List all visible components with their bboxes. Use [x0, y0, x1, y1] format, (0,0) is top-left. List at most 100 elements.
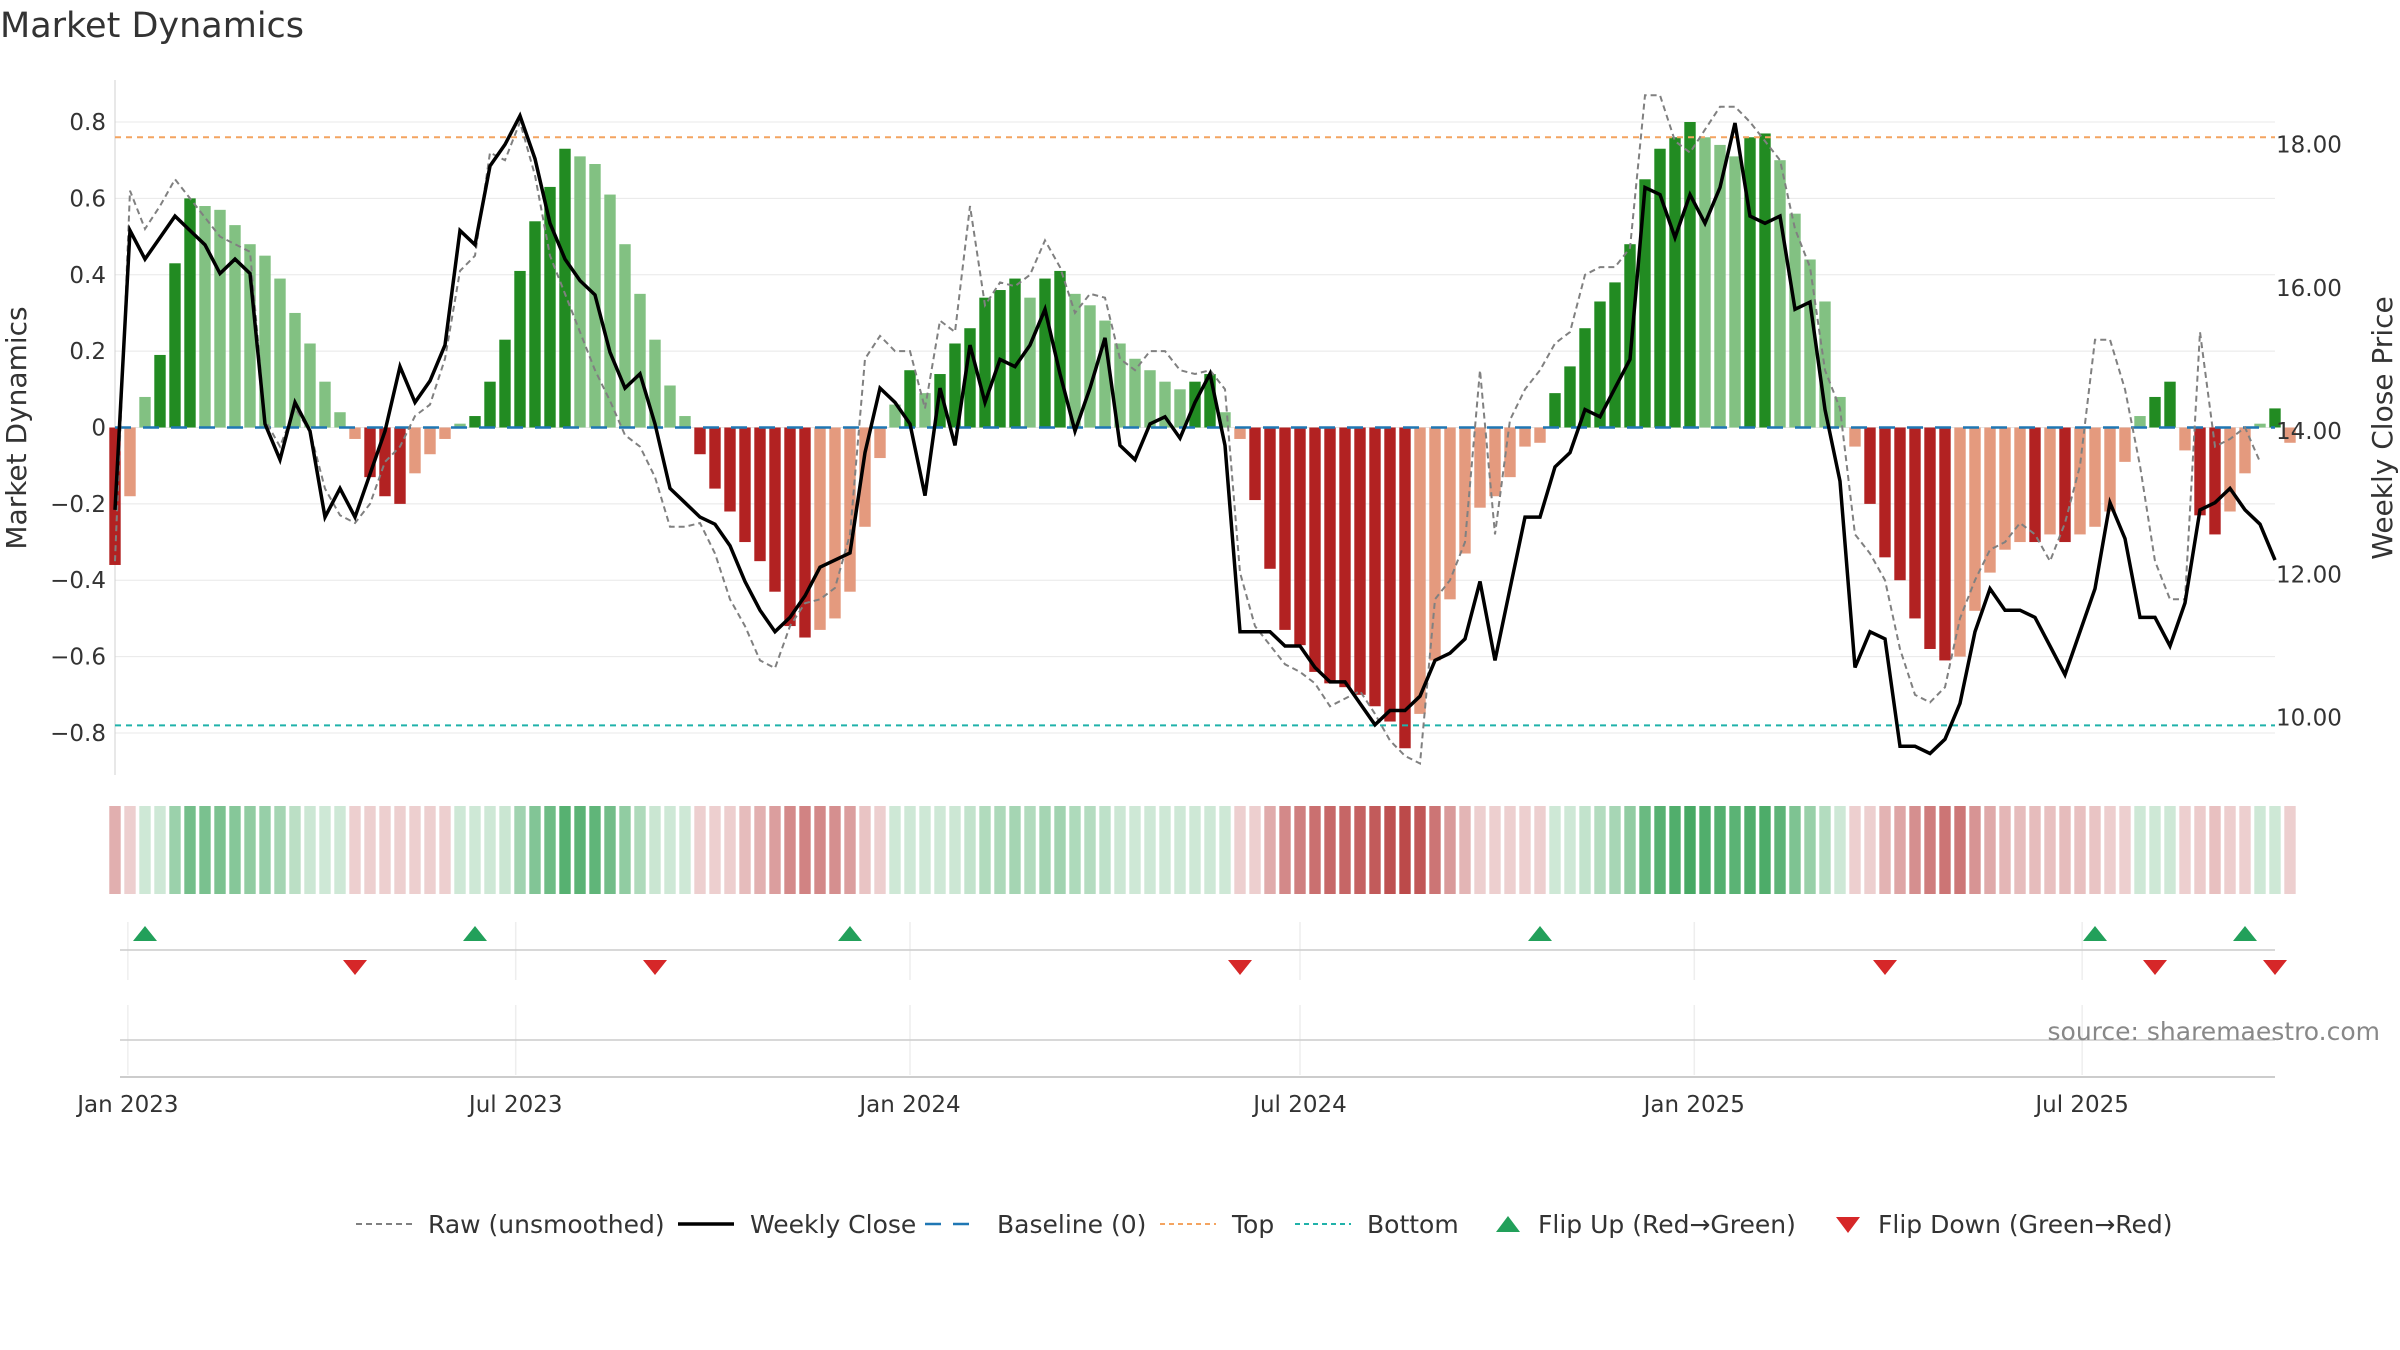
strip-cell [1864, 806, 1876, 894]
md-bar [559, 148, 571, 428]
strip-cell [1954, 806, 1966, 894]
md-bar [1699, 137, 1711, 428]
right-tick-label: 16.00 [2276, 276, 2342, 302]
md-bar [1639, 179, 1651, 428]
strip-cell [1039, 806, 1051, 894]
strip-cell [1639, 806, 1651, 894]
md-bar [1864, 427, 1876, 504]
md-bar [334, 412, 346, 428]
md-bar [499, 339, 511, 428]
md-bar [229, 225, 241, 428]
strip-cell [1189, 806, 1201, 894]
md-bar [1219, 412, 1231, 428]
md-bar [1999, 427, 2011, 550]
strip-cell [424, 806, 436, 894]
strip-cell [964, 806, 976, 894]
strip-cell [409, 806, 421, 894]
strip-cell [694, 806, 706, 894]
strip-cell [1684, 806, 1696, 894]
md-bar [1159, 381, 1171, 428]
md-bar [1759, 133, 1771, 428]
md-bar [484, 381, 496, 428]
strip-cell [1879, 806, 1891, 894]
md-bar [439, 427, 451, 439]
strip-cell [1819, 806, 1831, 894]
md-bar [1519, 427, 1531, 447]
md-bar [754, 427, 766, 562]
md-bar [1324, 427, 1336, 684]
strip-cell [439, 806, 451, 894]
md-bar [349, 427, 361, 439]
strip-cell [1924, 806, 1936, 894]
strip-cell [2074, 806, 2086, 894]
md-bar [649, 339, 661, 428]
source-text: source: sharemaestro.com [2048, 1017, 2381, 1046]
md-bar [1594, 301, 1606, 428]
strip-cell [1159, 806, 1171, 894]
md-bar [1609, 282, 1621, 428]
strip-cell [1609, 806, 1621, 894]
strip-cell [589, 806, 601, 894]
strip-cell [2209, 806, 2221, 894]
md-bar [1294, 427, 1306, 646]
strip-cell [1789, 806, 1801, 894]
strip-cell [709, 806, 721, 894]
strip-cell [2179, 806, 2191, 894]
md-bar [1444, 427, 1456, 600]
md-bar [2269, 408, 2281, 428]
md-bar [1714, 144, 1726, 428]
legend-item: Flip Down (Green→Red) [1836, 1210, 2173, 1239]
strip-cell [454, 806, 466, 894]
raw-line [114, 94, 2261, 766]
strip-cell [1459, 806, 1471, 894]
md-bar [1009, 278, 1021, 428]
md-bar [2224, 427, 2236, 512]
strip-cell [2104, 806, 2116, 894]
strip-cell [1579, 806, 1591, 894]
color-strip [109, 806, 2296, 894]
flip-down-marker [2263, 960, 2287, 975]
strip-cell [1714, 806, 1726, 894]
legend-label: Top [1231, 1210, 1274, 1239]
md-bar [289, 312, 301, 428]
strip-cell [649, 806, 661, 894]
md-bar [1849, 427, 1861, 447]
strip-cell [889, 806, 901, 894]
md-bar [514, 270, 526, 428]
md-bar [1474, 427, 1486, 508]
strip-cell [769, 806, 781, 894]
legend-label: Bottom [1367, 1210, 1459, 1239]
flip-up-marker [463, 926, 487, 941]
md-bar [1054, 270, 1066, 428]
strip-cell [814, 806, 826, 894]
md-bar [424, 427, 436, 455]
md-bar [1414, 427, 1426, 714]
md-bar [949, 343, 961, 428]
md-bar [619, 244, 631, 428]
md-bar [1084, 305, 1096, 428]
strip-cell [1174, 806, 1186, 894]
md-bar [634, 293, 646, 428]
strip-cell [829, 806, 841, 894]
md-bar [934, 374, 946, 428]
md-bar [1504, 427, 1516, 478]
strip-cell [1744, 806, 1756, 894]
md-bar [199, 206, 211, 428]
md-bar [454, 423, 466, 428]
md-bar [844, 427, 856, 592]
legend-label: Flip Up (Red→Green) [1538, 1210, 1796, 1239]
flip-up-marker [2233, 926, 2257, 941]
strip-cell [949, 806, 961, 894]
md-bar [784, 427, 796, 627]
strip-cell [334, 806, 346, 894]
md-bar [364, 427, 376, 478]
strip-cell [2164, 806, 2176, 894]
strip-cell [139, 806, 151, 894]
strip-cell [184, 806, 196, 894]
strip-cell [1564, 806, 1576, 894]
md-bar [259, 255, 271, 428]
md-bar [1024, 297, 1036, 428]
strip-cell [1999, 806, 2011, 894]
md-bar [1624, 244, 1636, 428]
right-tick-label: 10.00 [2276, 706, 2342, 732]
